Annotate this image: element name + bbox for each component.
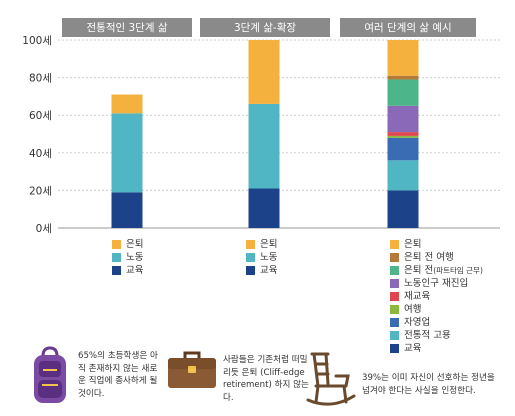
legend-item: 은퇴 전 (파트타임 근무) xyxy=(390,264,483,277)
group-header: 전통적인 3단계 삶 xyxy=(87,22,168,34)
rocking-chair-icon xyxy=(306,352,356,406)
y-tick-label: 40세 xyxy=(29,148,52,160)
legend-item: 전통적 고용 xyxy=(390,329,483,342)
legend-swatch xyxy=(112,240,121,249)
bar-segment xyxy=(387,160,419,191)
y-tick-label: 80세 xyxy=(29,73,52,85)
legend-swatch xyxy=(390,253,399,262)
bar-segment xyxy=(387,137,419,161)
bar-segment xyxy=(387,105,419,133)
legend-swatch xyxy=(246,240,255,249)
legend-label: 은퇴 xyxy=(404,239,422,250)
legend-multistage: 은퇴 은퇴 전 여행 은퇴 전 (파트타임 근무) 노동인구 재진입 재교육 여행 자영업 전통… xyxy=(390,238,483,355)
legend-item: 은퇴 전 여행 xyxy=(390,251,483,264)
legend-item: 노동 xyxy=(246,251,277,264)
bar-segment xyxy=(248,188,280,228)
bar-segment xyxy=(387,40,419,76)
legend-swatch xyxy=(390,331,399,340)
bar-segment xyxy=(111,192,143,228)
legend-swatch xyxy=(112,253,121,262)
legend-item: 재교육 xyxy=(390,290,483,303)
legend-swatch xyxy=(390,292,399,301)
legend-label: 교육 xyxy=(260,265,278,276)
legend-item: 은퇴 xyxy=(112,238,143,251)
legend-label: 교육 xyxy=(126,265,144,276)
note-chair: 39%는 이미 자신이 선호하는 정년을 넘겨야 한다는 사실을 인정한다. xyxy=(362,373,495,396)
legend-item: 교육 xyxy=(246,264,277,277)
legend-swatch xyxy=(390,318,399,327)
group-header-box xyxy=(200,18,330,37)
legend-label: 노동 xyxy=(126,252,144,263)
y-tick-label: 0세 xyxy=(36,223,52,235)
legend-label: 자영업 xyxy=(404,317,431,328)
y-tick-label: 60세 xyxy=(29,110,52,122)
bar-segment xyxy=(387,75,419,80)
bar-segment xyxy=(248,40,280,104)
group-header: 3단계 삶-확장 xyxy=(234,21,296,34)
y-tick-label: 100세 xyxy=(22,35,52,47)
legend-item: 여행 xyxy=(390,303,483,316)
y-tick-label: 20세 xyxy=(29,185,52,197)
legend-item: 노동 xyxy=(112,251,143,264)
legend-item: 교육 xyxy=(112,264,143,277)
bar-segment xyxy=(387,132,419,136)
legend-swatch xyxy=(246,253,255,262)
legend-label: 재교육 xyxy=(404,291,431,302)
note-briefcase: 사람들은 기존처럼 떠밀리듯 은퇴 (Cliff-edge retirement… xyxy=(223,355,309,403)
legend-item: 은퇴 xyxy=(246,238,277,251)
legend-swatch xyxy=(390,305,399,314)
group-header: 여러 단계의 삶 예시 xyxy=(364,21,451,34)
legend-label: 여행 xyxy=(404,304,422,315)
bar-segment xyxy=(111,94,143,114)
legend-swatch xyxy=(390,279,399,288)
legend-sublabel: (파트타임 근무) xyxy=(433,266,483,275)
legend-label: 전통적 고용 xyxy=(404,330,451,341)
legend-swatch xyxy=(390,240,399,249)
group-header-box xyxy=(340,18,476,37)
group-header-box xyxy=(62,18,192,37)
legend-label: 은퇴 전 xyxy=(404,265,434,276)
legend-label: 은퇴 xyxy=(260,239,278,250)
legend-label: 노동 xyxy=(260,252,278,263)
legend-label: 노동인구 재진입 xyxy=(404,278,469,289)
legend-swatch xyxy=(246,266,255,275)
legend-item: 은퇴 xyxy=(390,238,483,251)
briefcase-icon xyxy=(168,351,216,388)
legend-item: 자영업 xyxy=(390,316,483,329)
bar-segment xyxy=(387,190,419,228)
legend-swatch xyxy=(390,344,399,353)
legend-swatch xyxy=(390,266,399,275)
legend-item: 노동인구 재진입 xyxy=(390,277,483,290)
note-backpack: 65%의 초등학생은 아직 존재하지 않는 새로운 직업에 종사하게 될 것이다… xyxy=(78,351,158,399)
bar-segment xyxy=(387,79,419,106)
bar-segment xyxy=(248,103,280,189)
legend-swatch xyxy=(112,266,121,275)
legend-label: 은퇴 xyxy=(126,239,144,250)
bar-segment xyxy=(387,135,419,138)
legend-label: 은퇴 전 여행 xyxy=(404,252,454,263)
legend-label: 교육 xyxy=(404,343,422,354)
bar-segment xyxy=(111,113,143,193)
backpack-icon xyxy=(34,346,66,403)
legend-item: 교육 xyxy=(390,342,483,355)
